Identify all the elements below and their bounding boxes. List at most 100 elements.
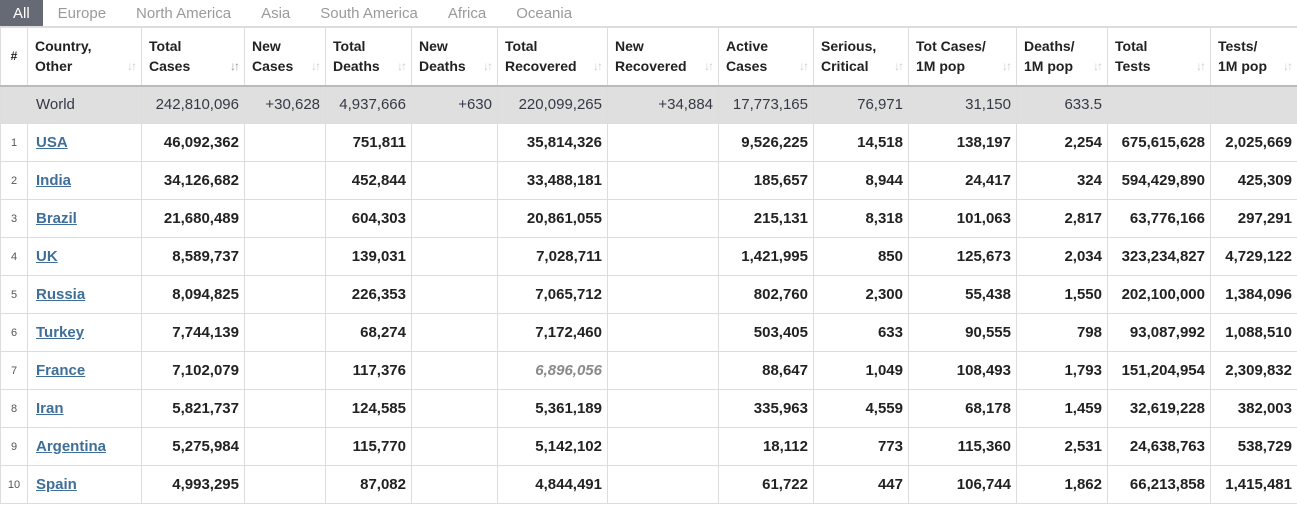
tab-oceania[interactable]: Oceania: [516, 5, 573, 22]
tab-africa[interactable]: Africa: [447, 5, 487, 22]
active-cases-cell: 503,405: [718, 313, 814, 352]
cases-per-1m-cell: 115,360: [908, 427, 1017, 466]
header-new-cases[interactable]: New Cases ↓↑: [244, 27, 326, 86]
table-row: 6 Turkey 7,744,139 68,274 7,172,460 503,405 63…: [0, 313, 1297, 352]
country-link[interactable]: Brazil: [36, 210, 77, 227]
sort-icon[interactable]: ↓↑: [1196, 59, 1206, 73]
new-deaths-cell: [411, 123, 498, 162]
header-label-line2: Deaths: [419, 58, 466, 75]
header-total-recovered[interactable]: Total Recovered ↓↑: [497, 27, 608, 86]
new-cases-cell: [244, 427, 326, 466]
header-serious[interactable]: Serious, Critical ↓↑: [813, 27, 909, 86]
total-deaths-cell: 751,811: [325, 123, 412, 162]
covid-table: # Country, Other ↓↑ Total Cases ↓↑ New Cases ↓↑ To…: [0, 27, 1297, 504]
tab-all[interactable]: All: [0, 0, 43, 26]
country-link[interactable]: UK: [36, 248, 58, 265]
total-tests-cell: 594,429,890: [1107, 161, 1211, 200]
country-link[interactable]: Turkey: [36, 324, 85, 341]
table-row: 8 Iran 5,821,737 124,585 5,361,189 335,963 4,5…: [0, 389, 1297, 428]
sort-icon[interactable]: ↓↑: [894, 59, 904, 73]
sort-icon[interactable]: ↓↑: [593, 59, 603, 73]
tab-north-america[interactable]: North America: [136, 5, 232, 22]
sort-icon[interactable]: ↓↑: [311, 59, 321, 73]
header-tests-per-1m[interactable]: Tests/1M pop ↓↑: [1210, 27, 1297, 86]
new-cases-cell: [244, 199, 326, 238]
total-deaths-cell: 139,031: [325, 237, 412, 276]
header-active-cases[interactable]: Active Cases ↓↑: [718, 27, 814, 86]
country-link[interactable]: France: [36, 362, 86, 379]
country-link[interactable]: Argentina: [36, 438, 107, 455]
total-recovered-cell: 7,028,711: [497, 237, 608, 276]
sort-icon[interactable]: ↓↑: [127, 59, 137, 73]
world-row: World 242,810,096 +30,628 4,937,666 +630 220,…: [0, 84, 1297, 124]
header-new-recovered[interactable]: New Recovered ↓↑: [607, 27, 719, 86]
total-tests-cell: 675,615,628: [1107, 123, 1211, 162]
country-cell: Brazil: [27, 199, 142, 238]
sort-icon[interactable]: ↓↑: [483, 59, 493, 73]
header-cases-per-1m[interactable]: Tot Cases/1M pop ↓↑: [908, 27, 1017, 86]
header-label-line2: Recovered: [505, 58, 577, 75]
active-cases-cell: 335,963: [718, 389, 814, 428]
header-total-deaths[interactable]: Total Deaths ↓↑: [325, 27, 412, 86]
region-tabs: All Europe North America Asia South America A…: [0, 0, 1297, 27]
active-cases-cell: 18,112: [718, 427, 814, 466]
world-total-cases: 242,810,096: [141, 84, 245, 124]
row-index: 7: [0, 351, 28, 390]
sort-icon[interactable]: ↓↑: [799, 59, 809, 73]
new-cases-cell: [244, 313, 326, 352]
sort-icon[interactable]: ↓↑: [704, 59, 714, 73]
tab-south-america[interactable]: South America: [320, 5, 418, 22]
total-deaths-cell: 68,274: [325, 313, 412, 352]
header-country[interactable]: Country, Other ↓↑: [27, 27, 142, 86]
country-cell: Turkey: [27, 313, 142, 352]
header-label-line2: Cases: [252, 58, 294, 75]
header-label-line1: Total: [149, 38, 182, 55]
table-row: 10 Spain 4,993,295 87,082 4,844,491 61,722 447…: [0, 465, 1297, 504]
tests-per-1m-cell: 382,003: [1210, 389, 1297, 428]
header-label-line2: Critical: [821, 58, 869, 75]
deaths-per-1m-cell: 2,034: [1016, 237, 1108, 276]
world-total-deaths: 4,937,666: [325, 84, 412, 124]
country-link[interactable]: USA: [36, 134, 68, 151]
country-link[interactable]: Russia: [36, 286, 86, 303]
active-cases-cell: 802,760: [718, 275, 814, 314]
tab-europe[interactable]: Europe: [57, 5, 107, 22]
header-total-tests[interactable]: Total Tests ↓↑: [1107, 27, 1211, 86]
sort-icon[interactable]: ↓↑: [230, 59, 240, 73]
serious-cell: 8,318: [813, 199, 909, 238]
total-deaths-cell: 124,585: [325, 389, 412, 428]
sort-icon[interactable]: ↓↑: [397, 59, 407, 73]
total-deaths-cell: 226,353: [325, 275, 412, 314]
total-cases-cell: 46,092,362: [141, 123, 245, 162]
sort-icon[interactable]: ↓↑: [1283, 59, 1293, 73]
header-label-line2: 1M pop: [1024, 58, 1073, 75]
total-recovered-cell: 33,488,181: [497, 161, 608, 200]
header-new-deaths[interactable]: New Deaths ↓↑: [411, 27, 498, 86]
new-cases-cell: [244, 351, 326, 390]
header-deaths-per-1m[interactable]: Deaths/1M pop ↓↑: [1016, 27, 1108, 86]
header-label-line1: Deaths/: [1024, 38, 1075, 55]
tab-asia[interactable]: Asia: [261, 5, 291, 22]
serious-cell: 14,518: [813, 123, 909, 162]
header-label-line1: Total: [505, 38, 538, 55]
cases-per-1m-cell: 125,673: [908, 237, 1017, 276]
header-label-line1: New: [252, 38, 281, 55]
new-recovered-cell: [607, 275, 719, 314]
country-link[interactable]: Spain: [36, 476, 77, 493]
country-link[interactable]: Iran: [36, 400, 64, 417]
world-total-tests: [1107, 84, 1211, 124]
country-link[interactable]: India: [36, 172, 72, 189]
sort-icon[interactable]: ↓↑: [1002, 59, 1012, 73]
total-tests-cell: 66,213,858: [1107, 465, 1211, 504]
new-deaths-cell: [411, 389, 498, 428]
sort-icon[interactable]: ↓↑: [1093, 59, 1103, 73]
row-index: 6: [0, 313, 28, 352]
row-index: 3: [0, 199, 28, 238]
header-label-line2: Tests: [1115, 58, 1151, 75]
header-total-cases[interactable]: Total Cases ↓↑: [141, 27, 245, 86]
world-cases-per-1m: 31,150: [908, 84, 1017, 124]
table-row: 7 France 7,102,079 117,376 6,896,056 88,647 1,…: [0, 351, 1297, 390]
header-label-line2: Deaths: [333, 58, 380, 75]
country-cell: Spain: [27, 465, 142, 504]
deaths-per-1m-cell: 798: [1016, 313, 1108, 352]
